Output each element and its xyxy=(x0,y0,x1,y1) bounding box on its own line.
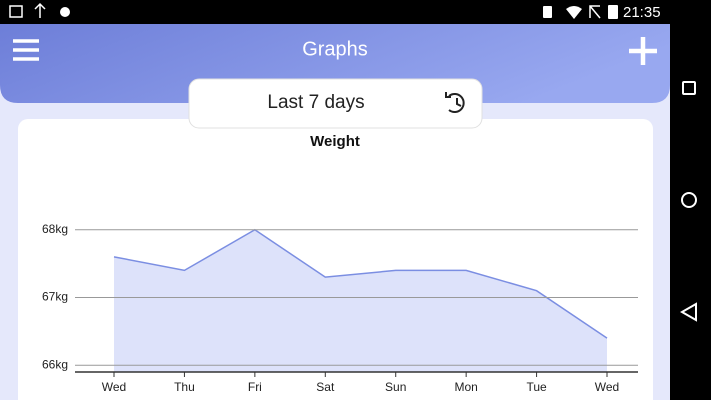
x-tick-label: Sat xyxy=(316,380,335,394)
menu-button[interactable] xyxy=(13,39,39,61)
x-tick-label: Tue xyxy=(526,380,547,394)
history-icon[interactable] xyxy=(445,92,465,113)
chart-title: Weight xyxy=(310,133,360,150)
add-button[interactable] xyxy=(629,37,657,65)
line xyxy=(113,228,608,339)
app-title: Graphs xyxy=(302,38,368,60)
status-icons xyxy=(9,2,618,19)
range-selector[interactable] xyxy=(188,78,483,129)
app-bar xyxy=(0,24,670,103)
plot: 66kg 67kg 68kg Wed Thu Fri Sat Sun Mon Tue Wed xyxy=(42,222,638,394)
status-bar xyxy=(0,0,711,24)
x-tick-label: Mon xyxy=(454,380,477,394)
y-tick-label: 68kg xyxy=(42,222,68,236)
x-tick-label: Wed xyxy=(595,380,619,394)
y-tick-label: 66kg xyxy=(42,357,68,371)
clock: 21:35 xyxy=(623,4,661,21)
x-tick-label: Thu xyxy=(174,380,195,394)
range-label: Last 7 days xyxy=(267,92,364,113)
y-tick-label: 67kg xyxy=(42,290,68,304)
area xyxy=(114,229,608,372)
x-tick-label: Wed xyxy=(102,380,126,394)
x-tick-label: Fri xyxy=(248,380,262,394)
nav-icons xyxy=(679,81,697,322)
nav-bar xyxy=(670,24,711,400)
x-tick-label: Sun xyxy=(385,380,406,394)
